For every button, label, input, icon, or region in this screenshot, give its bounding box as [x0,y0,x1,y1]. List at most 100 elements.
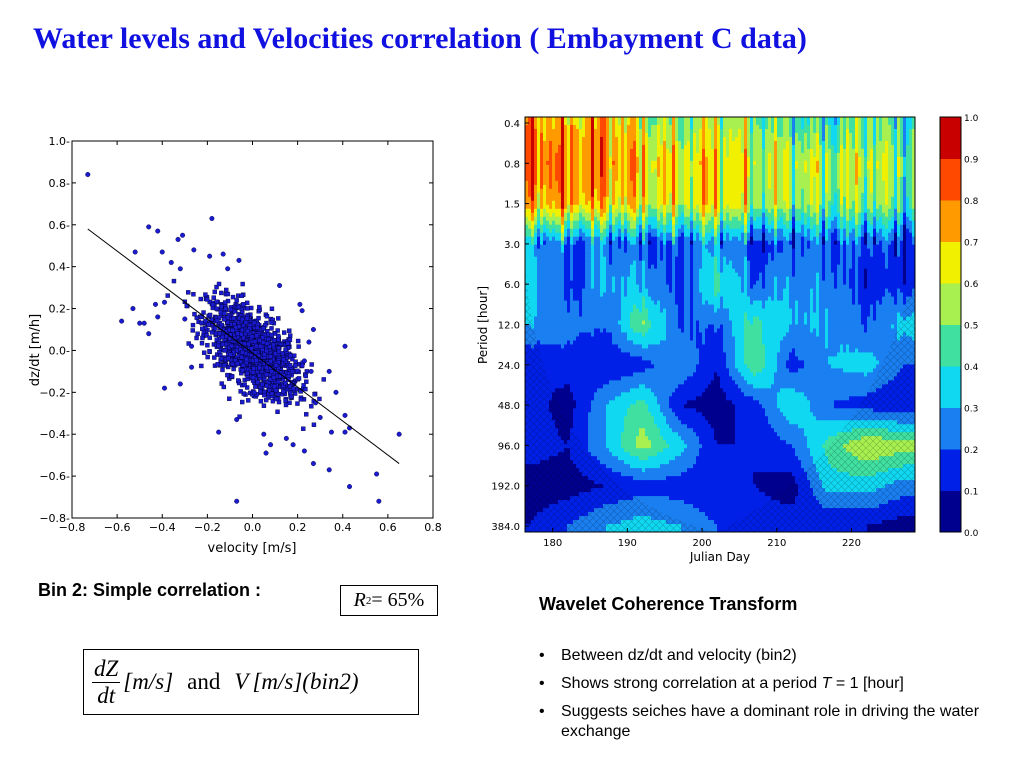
coherence-cell [822,136,826,142]
coherence-cell [900,192,904,198]
coherence-cell [684,196,688,202]
coherence-cell [630,176,634,182]
coherence-cell [711,208,715,214]
coherence-cell [690,208,694,214]
coherence-cell [885,148,889,154]
coherence-cell [645,144,649,150]
coherence-cell [591,168,595,174]
coherence-cell [663,216,667,222]
coherence-cell [810,120,814,126]
coherence-cell [642,148,646,154]
coherence-cell [840,140,844,146]
coherence-cell [579,196,583,202]
scatter-point [256,315,261,321]
coherence-cell [810,188,814,194]
coherence-cell [828,180,832,186]
coherence-cell [552,160,556,166]
coherence-cell [870,184,874,190]
x-tick-label: −0.2 [194,521,221,534]
coherence-cell [831,212,835,218]
coherence-cell [564,196,568,202]
coherence-cell [816,164,820,170]
coherence-cell [597,148,601,154]
coherence-cell [789,152,793,158]
scatter-point [180,232,186,238]
coherence-cell [792,220,796,226]
coherence-cell [567,212,571,218]
coherence-cell [795,120,799,126]
coherence-cell [660,180,664,186]
coherence-cell [762,212,766,218]
scatter-point [216,281,222,287]
coherence-cell [621,160,625,166]
coherence-cell [843,172,847,178]
scatter-point [254,325,260,331]
coherence-cell [642,117,646,122]
coherence-cell [681,144,685,150]
coherence-cell [744,117,748,122]
coherence-cell [525,184,529,190]
coherence-cell [648,120,652,126]
coherence-cell [660,204,664,210]
coherence-cell [822,184,826,190]
coherence-cell [687,156,691,162]
coherence-cell [690,144,694,150]
coherence-cell [909,152,913,158]
coherence-cell [657,216,661,222]
coherence-cell [546,120,550,126]
scatter-point [195,331,200,336]
coherence-cell [786,144,790,150]
coherence-cell [864,160,868,166]
coherence-cell [666,204,670,210]
coherence-cell [825,132,829,138]
coherence-cell [642,160,646,166]
coherence-cell [906,192,910,198]
coherence-cell [582,160,586,166]
coherence-cell [741,208,745,214]
coherence-cell [708,136,712,142]
scatter-point [204,297,210,302]
coherence-cell [570,196,574,202]
coherence-cell [885,184,889,190]
coherence-cell [729,156,733,162]
coherence-cell [744,136,748,142]
coherence-cell [696,120,700,126]
coherence-cell [537,144,541,150]
coherence-cell [843,212,847,218]
coherence-cell [879,196,883,202]
coherence-cell [699,216,703,222]
coherence-cell [732,188,736,194]
coherence-cell [855,136,859,142]
coherence-cell [810,192,814,198]
coherence-cell [744,180,748,186]
coherence-cell [717,208,721,214]
coherence-cell [579,188,583,194]
coherence-cell [729,164,733,170]
coherence-cell [732,216,736,222]
coherence-cell [894,120,898,126]
coherence-cell [756,152,760,158]
coherence-cell [579,120,583,126]
coherence-cell [618,156,622,162]
coherence-cell [831,180,835,186]
coherence-cell [798,140,802,146]
coherence-cell [633,136,637,142]
coherence-cell [633,132,637,138]
coherence-cell [588,184,592,190]
coherence-cell [726,140,730,146]
coherence-cell [732,208,736,214]
coherence-cell [900,164,904,170]
coherence-cell [531,148,535,154]
coherence-cell [684,200,688,206]
coherence-cell [873,196,877,202]
coherence-cell [822,132,826,138]
coherence-cell [834,176,838,182]
coherence-cell [558,117,562,122]
coherence-cell [642,132,646,138]
scatter-point [217,331,222,336]
coherence-cell [723,200,727,206]
scatter-point [222,300,228,305]
coherence-cell [795,204,799,210]
coherence-cell [783,216,787,222]
coherence-cell [756,180,760,186]
